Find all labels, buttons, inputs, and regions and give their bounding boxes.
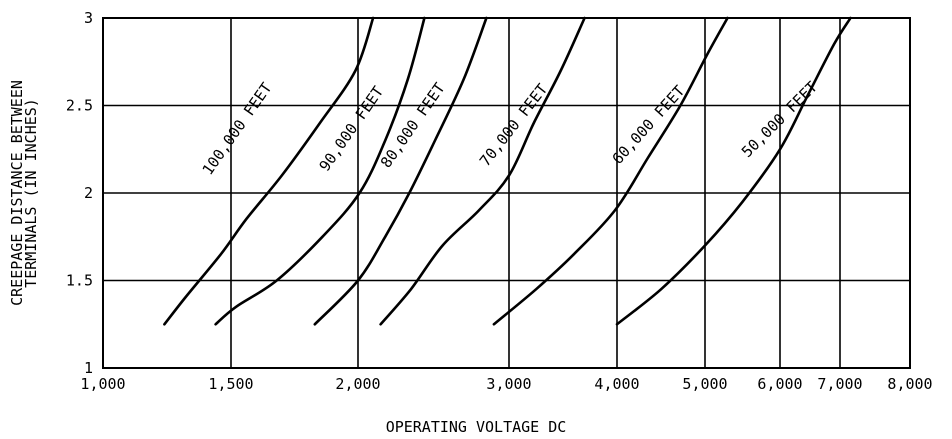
y-tick-label: 2.5 — [66, 97, 93, 115]
y-tick-label: 1.5 — [66, 272, 93, 290]
y-axis-title-line-1: CREEPAGE DISTANCE BETWEEN — [8, 80, 26, 306]
curve-series — [379, 16, 586, 326]
x-axis-ticks: 1,000 1,500 2,000 3,000 4,000 5,000 6,000 7,000… — [80, 375, 932, 393]
y-axis-ticks: 1 1.5 2 2.5 3 — [66, 9, 93, 377]
x-tick-label: 5,000 — [682, 375, 727, 393]
curve-series — [214, 16, 426, 326]
series-label: 100,000 FEET — [199, 79, 276, 178]
x-tick-label: 3,000 — [486, 375, 531, 393]
x-tick-label: 7,000 — [817, 375, 862, 393]
series-label: 70,000 FEET — [476, 80, 551, 169]
x-tick-label: 2,000 — [335, 375, 380, 393]
grid-lines — [103, 18, 910, 368]
x-tick-label: 1,000 — [80, 375, 125, 393]
series-label: 80,000 FEET — [377, 79, 449, 171]
y-tick-label: 2 — [84, 184, 93, 202]
y-tick-label: 1 — [84, 359, 93, 377]
curve-series — [163, 16, 375, 326]
x-tick-label: 6,000 — [757, 375, 802, 393]
x-tick-label: 8,000 — [887, 375, 932, 393]
curve-series — [615, 16, 852, 326]
y-tick-label: 3 — [84, 9, 93, 27]
x-axis-title: OPERATING VOLTAGE DC — [386, 418, 567, 436]
curve-series — [492, 16, 729, 326]
curve-layer — [163, 16, 852, 326]
y-axis-title-line-2: TERMINALS (IN INCHES) — [22, 98, 40, 288]
x-tick-label: 1,500 — [208, 375, 253, 393]
y-axis-title: CREEPAGE DISTANCE BETWEEN TERMINALS (IN … — [8, 80, 40, 306]
curve-series — [313, 16, 488, 326]
plot-frame — [102, 17, 911, 369]
x-tick-label: 4,000 — [594, 375, 639, 393]
